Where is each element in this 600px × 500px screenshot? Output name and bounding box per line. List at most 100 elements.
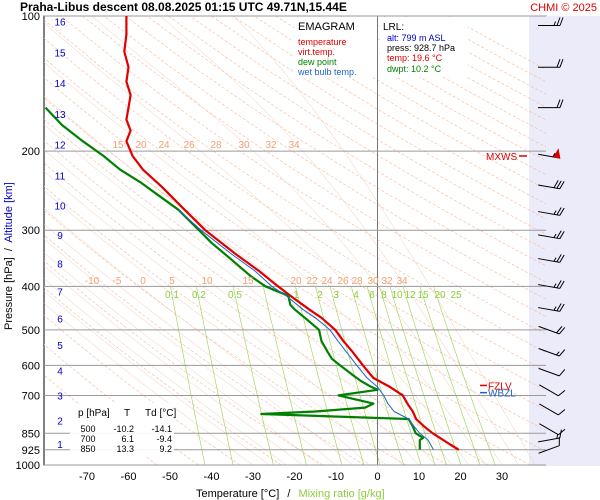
wind-barb-staff: [539, 423, 559, 436]
table-cell-t-850: 13.3: [116, 444, 134, 454]
wind-barb-feather: [556, 17, 561, 26]
wind-barb: [538, 429, 562, 443]
adiabat-label: 26: [337, 276, 349, 287]
wind-barb: [538, 325, 566, 335]
pressure-tick-label: 700: [22, 390, 40, 402]
wind-barb-feather: [556, 303, 562, 312]
wind-barb-half-feather: [553, 21, 556, 26]
summary-table-bg: [70, 403, 174, 457]
wind-barbs: [538, 17, 566, 454]
temperature-tick-label: 10: [413, 471, 425, 483]
lrl-dewpoint: dwpt: 10.2 °C: [387, 64, 442, 74]
legend-dew-point: dew point: [298, 57, 337, 67]
y-axis-label-altitude: Altitude [km]: [3, 182, 15, 243]
wind-barb-feather: [553, 180, 559, 188]
isobar-grid: [44, 15, 546, 466]
wind-barb: [538, 148, 561, 159]
pressure-tick-label: 600: [22, 360, 40, 372]
summary-table: p [hPa] T Td [°C] 500 -10.2 -14.1 700 6.…: [70, 403, 176, 457]
wind-barb: [539, 403, 566, 416]
wind-barb-feather: [558, 428, 566, 436]
wind-barb: [538, 254, 565, 263]
chart-title: Praha-Libus descent 08.08.2025 01:15 UTC…: [20, 0, 347, 14]
dry-adiabat: [44, 162, 490, 465]
wind-barb-feather: [559, 303, 565, 312]
altitude-tick-label: 4: [57, 367, 63, 378]
altitude-tick-label: 7: [57, 287, 63, 298]
table-cell-td-500: -14.1: [151, 424, 172, 434]
altitude-tick-label: 13: [54, 110, 66, 121]
wind-barb-staff: [538, 258, 560, 263]
adiabat-label: 28: [351, 276, 363, 287]
mixing-ratio-label: 15: [417, 290, 429, 301]
wind-barb: [538, 59, 564, 68]
wind-barb-feather: [559, 254, 565, 263]
wind-barb-staff: [538, 367, 560, 377]
dry-adiabat: [44, 77, 546, 411]
wind-barb-feather: [556, 230, 562, 239]
altitude-tick-label: 14: [54, 79, 66, 90]
wind-barb-half-feather: [553, 233, 557, 238]
annotation-wbzl: WBZL: [488, 389, 516, 400]
table-cell-p-500: 500: [80, 424, 95, 434]
x-axis-label: Temperature [°C] / Mixing ratio [g/kg]: [196, 488, 385, 500]
lrl-altitude: alt: 799 m ASL: [387, 33, 446, 43]
y-axis-label-pressure: Pressure [hPa]: [3, 257, 15, 330]
mixing-ratio-label: 2: [317, 290, 323, 301]
adiabat-label: 24: [321, 276, 333, 287]
altitude-tick-label: 16: [54, 18, 66, 29]
temperature-tick-label: -20: [287, 471, 303, 483]
wind-barb-half-feather: [553, 210, 557, 215]
wind-barb-feather: [558, 327, 566, 335]
adiabat-label: 22: [306, 276, 318, 287]
annotation-mxws: MXWS: [486, 152, 517, 163]
series-temperature: [123, 16, 460, 451]
wind-barb-feather: [559, 280, 565, 289]
pressure-tick-label: 100: [22, 11, 40, 23]
mixing-ratio-label: 0.5: [228, 290, 242, 301]
pressure-tick-label: 1000: [16, 460, 40, 472]
legend-virt-temp: virt.temp.: [298, 47, 335, 57]
wind-barb: [538, 437, 560, 454]
table-cell-t-500: -10.2: [113, 424, 134, 434]
adiabat-label-upper: 20: [135, 140, 147, 151]
y-axis-label: Pressure [hPa] / Altitude [km]: [3, 182, 15, 330]
dry-adiabat: [146, 16, 546, 267]
pressure-tick-label: 925: [22, 445, 40, 457]
lrl-pressure: press: 928.7 hPa: [387, 43, 455, 53]
legend-wet-bulb: wet bulb temp.: [297, 67, 357, 77]
adiabat-label: 34: [396, 276, 408, 287]
dry-adiabat: [60, 16, 546, 335]
temperature-tick-label: -50: [162, 471, 178, 483]
wind-barb-feather: [556, 99, 561, 108]
legend: EMAGRAM temperature virt.temp. dew point…: [294, 17, 377, 77]
altitude-tick-label: 3: [57, 392, 63, 403]
wind-barb-staff: [538, 437, 560, 443]
adiabat-label: 30: [367, 276, 379, 287]
altitude-tick-label: 10: [54, 202, 66, 213]
wind-barb: [538, 180, 565, 190]
adiabat-label-upper: 34: [288, 140, 300, 151]
wind-barb-feather: [559, 99, 564, 108]
adiabat-label: 15: [242, 276, 254, 287]
wind-barb: [538, 99, 564, 109]
wind-barb-staff: [538, 211, 560, 216]
table-cell-p-850: 850: [80, 444, 95, 454]
lrl-box: LRL: alt: 799 m ASL press: 928.7 hPa tem…: [380, 17, 468, 77]
altitude-tick-label: 12: [54, 141, 66, 152]
wind-barb-staff: [538, 234, 560, 240]
wind-barb-feather: [556, 180, 562, 189]
altitude-tick-label: 9: [57, 231, 63, 242]
wind-barb-feather: [559, 207, 565, 216]
dry-adiabat: [44, 19, 546, 353]
dry-adiabat: [44, 260, 324, 465]
legend-box: [294, 17, 377, 77]
table-cell-td-850: 9.2: [159, 444, 172, 454]
lrl-temperature: temp: 19.6 °C: [387, 53, 443, 63]
temperature-tick-label: 20: [454, 471, 466, 483]
table-header-td: Td [°C]: [145, 408, 176, 419]
adiabat-label-upper: 15: [112, 140, 124, 151]
